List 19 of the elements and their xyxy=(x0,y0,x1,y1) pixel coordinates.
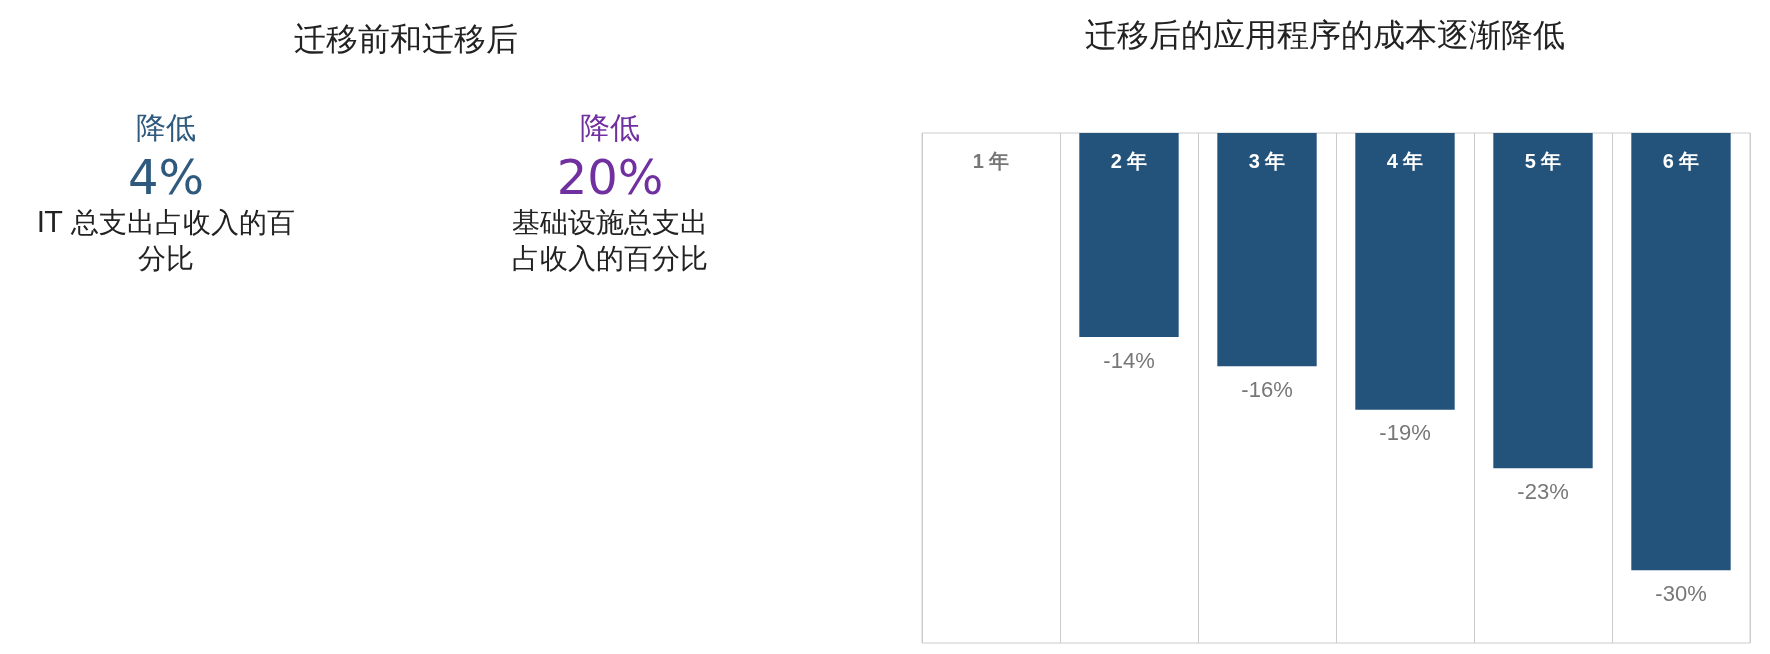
data-label: -30% xyxy=(1655,580,1707,606)
x-tick-label: 3 年 xyxy=(1248,150,1286,172)
data-label: -16% xyxy=(1241,376,1293,402)
text: 降低 xyxy=(135,109,197,147)
text: 20% xyxy=(555,149,665,205)
x-tick-label: 2 年 xyxy=(1110,150,1148,172)
chart-title: 迁移后的应用程序的成本逐渐降低 xyxy=(1085,17,1565,53)
x-tick-label: 5 年 xyxy=(1524,150,1562,172)
text: 迁移前和迁移后 xyxy=(293,19,519,60)
data-label: -19% xyxy=(1379,420,1431,446)
text: 基础设施总支出占收入的百分比 xyxy=(511,205,709,277)
x-tick-label: 6 年 xyxy=(1662,150,1700,172)
data-label: -23% xyxy=(1517,478,1569,504)
x-tick-label: 1 年 xyxy=(972,150,1010,172)
text: 降低 xyxy=(579,109,641,147)
data-label: -14% xyxy=(1103,347,1155,373)
text: IT 总支出占收入的百分比 xyxy=(35,205,297,277)
text: 4% xyxy=(126,149,206,205)
x-tick-label: 4 年 xyxy=(1386,150,1424,172)
